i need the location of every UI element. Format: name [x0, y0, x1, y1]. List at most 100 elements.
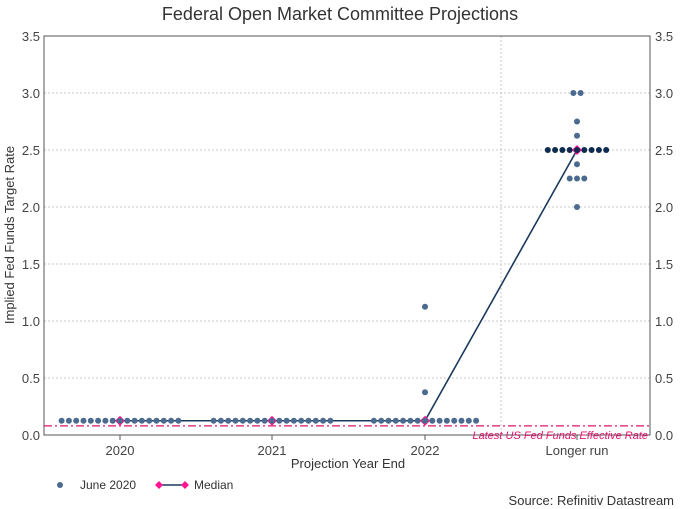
- dot-marker: [73, 417, 80, 424]
- dot-marker: [80, 417, 87, 424]
- dot-marker: [269, 417, 275, 424]
- dot-marker: [595, 147, 602, 153]
- dot-marker: [305, 417, 312, 424]
- dot-marker: [153, 417, 160, 424]
- y-tick-label: 2.5: [22, 143, 40, 158]
- dot-marker: [370, 417, 377, 424]
- dot-marker: [414, 417, 421, 424]
- y-tick-label-right: 2.5: [655, 143, 673, 158]
- median-series: [115, 145, 582, 426]
- x-tick-label: 2021: [258, 443, 287, 458]
- dot-marker: [378, 417, 385, 424]
- dot-marker: [210, 417, 217, 424]
- dot-marker: [392, 417, 399, 424]
- dot-marker: [65, 417, 72, 424]
- dot-marker: [422, 417, 428, 424]
- dot-marker: [225, 417, 232, 424]
- dot-marker: [577, 90, 584, 96]
- y-axis-left: 0.0 0.5 1.0 1.5 2.0 2.5 3.0 3.5: [22, 29, 40, 443]
- y-axis-right: 0.0 0.5 1.0 1.5 2.0 2.5 3.0 3.5: [655, 29, 673, 443]
- dot-marker: [261, 417, 268, 424]
- y-tick-label-right: 0.0: [655, 428, 673, 443]
- dot-marker: [458, 417, 465, 424]
- dot-marker: [276, 417, 283, 424]
- reference-line-label: Latest US Fed Funds Effective Rate: [473, 430, 648, 442]
- dot-marker: [232, 417, 239, 424]
- dot-marker: [146, 417, 153, 424]
- dot-marker: [168, 417, 175, 424]
- y-tick-label: 1.0: [22, 314, 40, 329]
- dot-marker: [327, 417, 334, 424]
- dot-marker: [385, 417, 392, 424]
- dot-marker: [247, 417, 254, 424]
- dot-marker: [217, 417, 224, 424]
- dot-marker: [581, 147, 588, 153]
- dot-marker: [422, 303, 428, 310]
- y-tick-label-right: 3.0: [655, 86, 673, 101]
- dot-marker: [552, 147, 559, 153]
- y-tick-label: 2.0: [22, 200, 40, 215]
- dot-marker: [87, 417, 94, 424]
- legend-dot-icon: [57, 482, 63, 488]
- dot-marker: [160, 417, 167, 424]
- dot-marker: [131, 417, 138, 424]
- y-tick-label: 3.0: [22, 86, 40, 101]
- legend-median-diamond: [181, 481, 189, 489]
- source-note: Source: Refinitiv Datastream: [509, 493, 674, 508]
- dot-marker: [559, 147, 566, 153]
- y-tick-label: 3.5: [22, 29, 40, 44]
- y-tick-label-right: 1.0: [655, 314, 673, 329]
- dot-marker: [58, 417, 65, 424]
- dot-marker: [581, 175, 588, 182]
- dot-marker: [109, 417, 116, 424]
- dot-marker: [239, 417, 246, 424]
- dot-marker: [283, 417, 290, 424]
- dot-marker: [574, 118, 580, 125]
- grid-lines: [44, 36, 650, 435]
- y-tick-label-right: 0.5: [655, 371, 673, 386]
- median-line: [120, 149, 578, 422]
- june-2020-dots: [58, 90, 610, 424]
- dot-marker: [290, 417, 297, 424]
- dot-marker: [124, 417, 131, 424]
- dot-marker: [117, 417, 123, 424]
- dot-marker: [95, 417, 102, 424]
- dot-marker: [443, 417, 450, 424]
- y-tick-label-right: 3.5: [655, 29, 673, 44]
- legend-label-june-2020: June 2020: [80, 478, 136, 492]
- dot-marker: [407, 417, 414, 424]
- dot-marker: [574, 204, 580, 210]
- y-tick-label-right: 1.5: [655, 257, 673, 272]
- x-tick-label: 2022: [411, 443, 440, 458]
- x-tick-label: Longer run: [546, 443, 609, 458]
- y-tick-label: 1.5: [22, 257, 40, 272]
- x-tick-label: 2020: [106, 443, 135, 458]
- dot-marker: [544, 147, 551, 153]
- y-tick-label-right: 2.0: [655, 200, 673, 215]
- dot-marker: [574, 175, 580, 182]
- dot-marker: [312, 417, 319, 424]
- dot-marker: [436, 417, 443, 424]
- dot-marker: [588, 147, 595, 153]
- dot-marker: [603, 147, 610, 153]
- dot-marker: [465, 417, 472, 424]
- plot-frame: [43, 35, 651, 436]
- legend-median-diamond: [155, 481, 163, 489]
- dot-marker: [298, 417, 305, 424]
- chart-title: Federal Open Market Committee Projection…: [162, 4, 518, 24]
- dot-marker: [429, 417, 436, 424]
- x-axis-label: Projection Year End: [291, 456, 405, 471]
- dot-marker: [102, 417, 109, 424]
- x-axis: 2020 2021 2022 Longer run: [106, 435, 609, 458]
- dot-marker: [566, 175, 573, 182]
- reference-line: Latest US Fed Funds Effective Rate: [44, 425, 650, 442]
- y-tick-label: 0.0: [22, 428, 40, 443]
- dot-marker: [574, 161, 580, 168]
- dot-marker: [566, 147, 573, 153]
- legend: June 2020 Median: [57, 478, 233, 492]
- dot-marker: [570, 90, 577, 96]
- dot-marker: [574, 132, 580, 139]
- dot-marker: [574, 147, 580, 153]
- dot-marker: [473, 417, 480, 424]
